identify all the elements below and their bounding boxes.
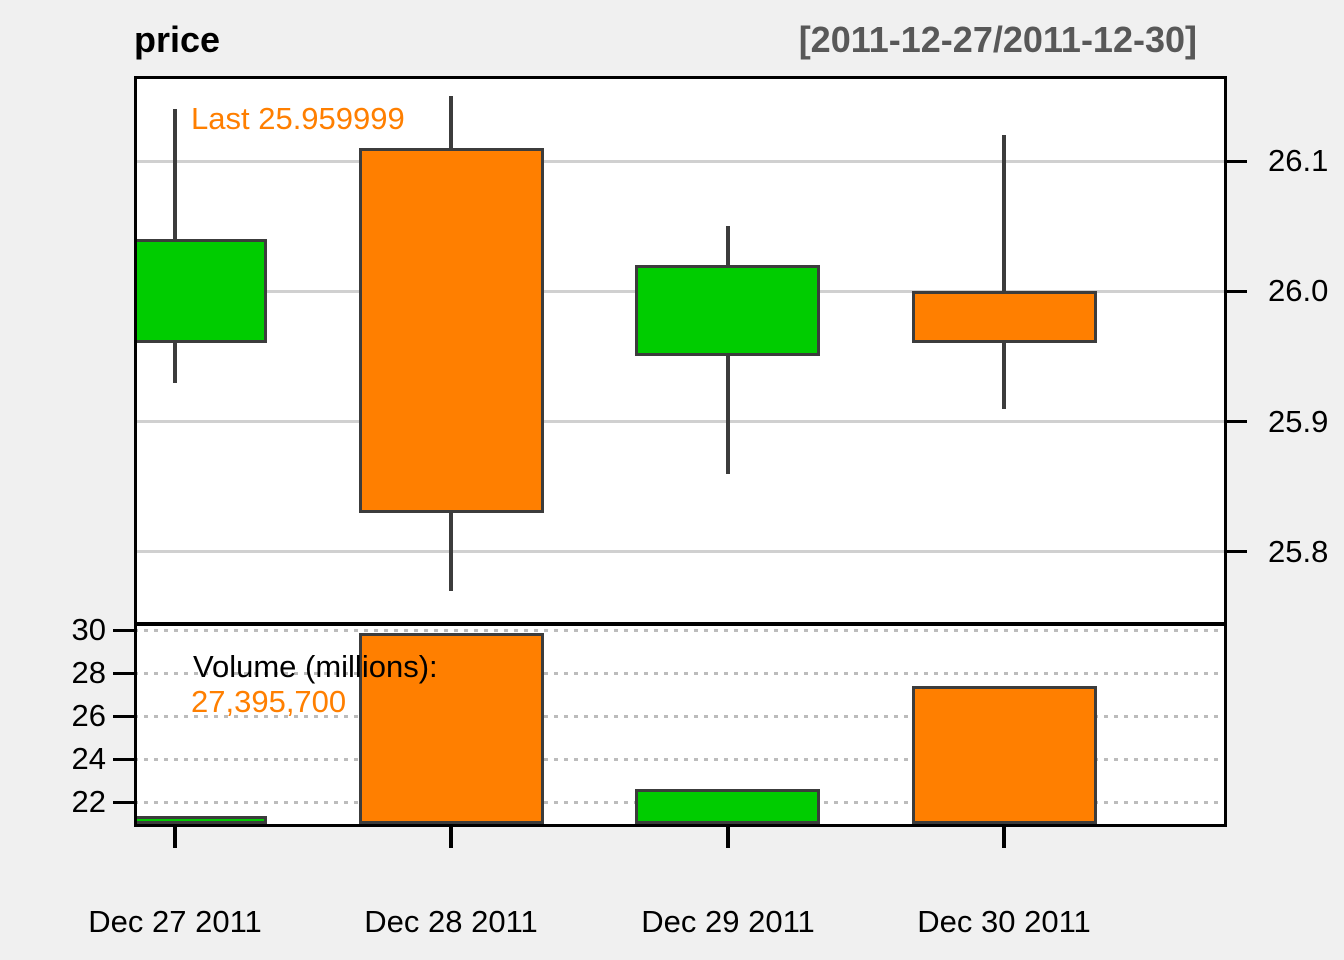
candle-body bbox=[359, 148, 544, 513]
x-axis-tick bbox=[726, 827, 730, 848]
volume-panel bbox=[134, 624, 1227, 827]
volume-axis-tick bbox=[113, 672, 134, 675]
volume-gridline-24 bbox=[134, 758, 1227, 761]
x-axis-label-dec-27-2011: Dec 27 2011 bbox=[88, 904, 262, 939]
volume-axis-label-22: 22 bbox=[71, 784, 106, 819]
price-axis-label-25.9: 25.9 bbox=[1268, 404, 1329, 439]
price-axis-tick bbox=[1227, 550, 1247, 553]
price-gridline-25.8 bbox=[134, 550, 1227, 553]
volume-axis-tick bbox=[113, 801, 134, 804]
candle-body bbox=[912, 291, 1097, 343]
volume-axis-tick bbox=[113, 715, 134, 718]
volume-bar-dec-29-2011 bbox=[635, 789, 820, 824]
volume-bar-dec-30-2011 bbox=[912, 686, 1097, 824]
volume-axis-label-24: 24 bbox=[71, 741, 106, 776]
x-axis-label-dec-28-2011: Dec 28 2011 bbox=[364, 904, 538, 939]
x-axis-label-dec-30-2011: Dec 30 2011 bbox=[917, 904, 1091, 939]
price-axis-label-25.8: 25.8 bbox=[1268, 534, 1329, 569]
price-axis-tick bbox=[1227, 160, 1247, 163]
chart-date-range: [2011-12-27/2011-12-30] bbox=[798, 19, 1197, 60]
volume-axis-tick bbox=[113, 629, 134, 632]
volume-axis-label-30: 30 bbox=[71, 612, 106, 647]
candle-body bbox=[635, 265, 820, 356]
candle-body bbox=[134, 239, 267, 343]
x-axis-tick bbox=[173, 827, 177, 848]
price-gridline-25.9 bbox=[134, 420, 1227, 423]
price-axis-label-26.1: 26.1 bbox=[1268, 143, 1329, 178]
volume-gridline-26 bbox=[134, 715, 1227, 718]
volume-axis-label-28: 28 bbox=[71, 655, 106, 690]
volume-gridline-28 bbox=[134, 672, 1227, 675]
last-price-annotation: Last 25.959999 bbox=[191, 101, 405, 136]
volume-axis-label-26: 26 bbox=[71, 698, 106, 733]
volume-gridline-30 bbox=[134, 629, 1227, 632]
x-axis-tick bbox=[449, 827, 453, 848]
price-panel bbox=[134, 76, 1227, 624]
price-gridline-26.1 bbox=[134, 160, 1227, 163]
price-axis-tick bbox=[1227, 420, 1247, 423]
chart-title: price bbox=[134, 19, 221, 60]
volume-annotation-label: Volume (millions): bbox=[193, 649, 438, 684]
volume-annotation-value: 27,395,700 bbox=[191, 684, 347, 719]
x-axis-label-dec-29-2011: Dec 29 2011 bbox=[641, 904, 815, 939]
x-axis-tick bbox=[1002, 827, 1006, 848]
price-axis-label-26.0: 26.0 bbox=[1268, 273, 1329, 308]
volume-bar-dec-28-2011 bbox=[359, 633, 544, 824]
volume-axis-tick bbox=[113, 758, 134, 761]
price-axis-tick bbox=[1227, 290, 1247, 293]
candle-wick bbox=[1002, 135, 1006, 409]
volume-bar-dec-27-2011 bbox=[134, 816, 267, 824]
